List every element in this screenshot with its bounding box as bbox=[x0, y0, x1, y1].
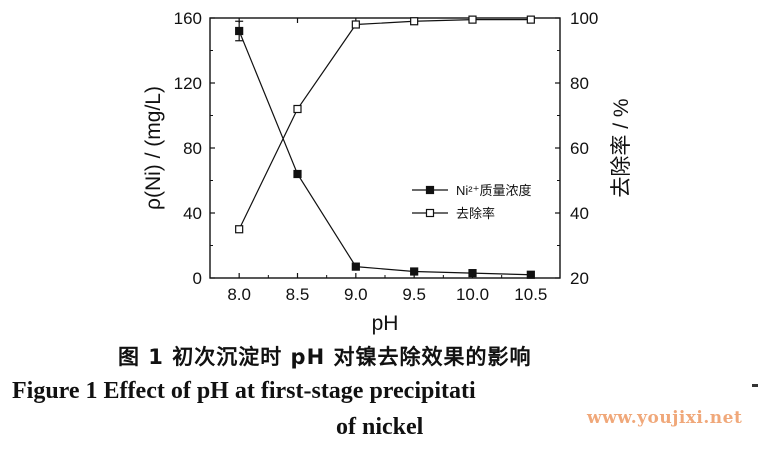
y-right-axis-label: 去除率 / % bbox=[610, 98, 633, 197]
watermark-text: www.youjixi.net bbox=[587, 408, 743, 428]
y-left-tick-label: 0 bbox=[193, 269, 202, 288]
y-left-tick-label: 120 bbox=[174, 74, 202, 93]
legend-label: Ni²⁺质量浓度 bbox=[456, 183, 531, 198]
x-tick-label: 8.0 bbox=[227, 285, 251, 304]
y-left-tick-label: 40 bbox=[183, 204, 202, 223]
x-tick-label: 9.0 bbox=[344, 285, 368, 304]
data-point bbox=[468, 15, 477, 24]
data-point bbox=[235, 26, 244, 36]
data-point bbox=[351, 20, 360, 29]
legend-marker bbox=[425, 185, 435, 195]
y-right-tick-label: 60 bbox=[570, 139, 589, 158]
data-point bbox=[410, 17, 419, 26]
y-right-tick-label: 20 bbox=[570, 269, 589, 288]
plot-frame bbox=[209, 17, 561, 279]
y-left-axis-label: ρ(Ni) / (mg/L) bbox=[142, 86, 165, 210]
legend-marker bbox=[425, 208, 435, 218]
x-tick-label: 10.5 bbox=[514, 285, 547, 304]
y-right-tick-label: 40 bbox=[570, 204, 589, 223]
y-left-tick-label: 80 bbox=[183, 139, 202, 158]
data-point bbox=[468, 269, 477, 278]
caption-english-line2: of nickel bbox=[336, 414, 424, 440]
data-point bbox=[235, 225, 244, 234]
caption-english-line1: Figure 1 Effect of pH at first-stage pre… bbox=[12, 378, 476, 404]
y-right-tick-label: 100 bbox=[570, 9, 598, 28]
x-axis-label: pH bbox=[372, 312, 399, 335]
y-left-tick-label: 160 bbox=[174, 9, 202, 28]
x-tick-label: 9.5 bbox=[402, 285, 426, 304]
data-point bbox=[351, 262, 360, 271]
legend-label: 去除率 bbox=[456, 206, 495, 221]
series-line-0 bbox=[238, 30, 531, 276]
stray-dash-mark bbox=[752, 384, 758, 387]
x-tick-label: 10.0 bbox=[456, 285, 489, 304]
data-point bbox=[293, 169, 302, 179]
data-point bbox=[526, 15, 535, 24]
data-point bbox=[410, 267, 419, 276]
y-right-tick-label: 80 bbox=[570, 74, 589, 93]
series-line-1 bbox=[238, 19, 531, 230]
data-point bbox=[293, 104, 302, 114]
caption-chinese: 图 1 初次沉淀时 pH 对镍去除效果的影响 bbox=[118, 345, 532, 369]
data-point bbox=[526, 270, 535, 279]
x-tick-label: 8.5 bbox=[286, 285, 310, 304]
